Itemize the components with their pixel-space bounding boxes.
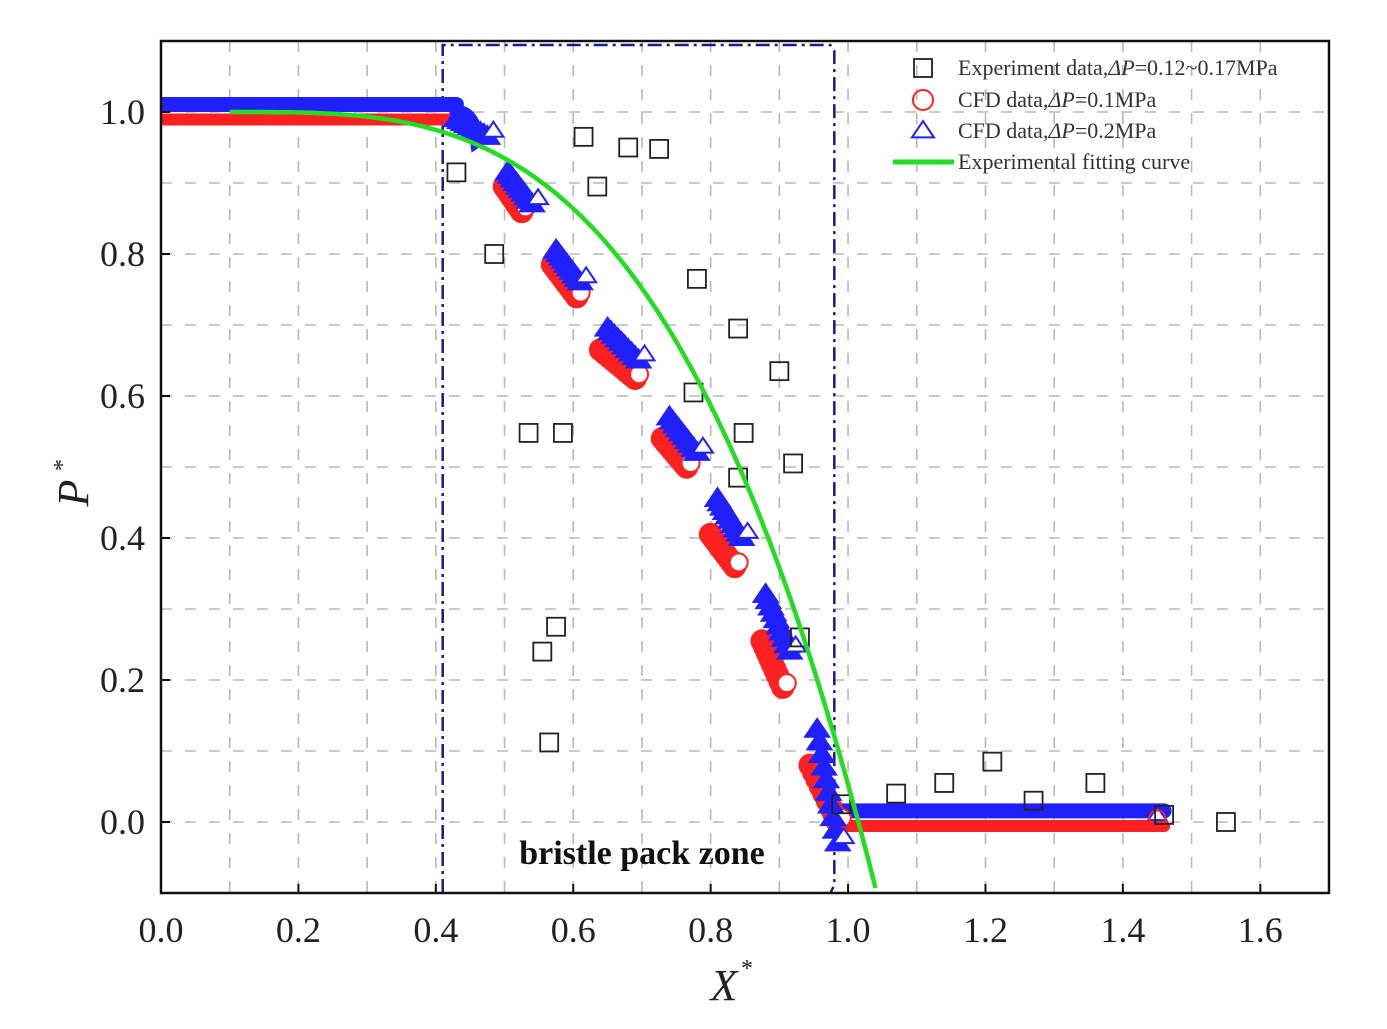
legend-label-symbol: ΔP <box>1107 55 1134 80</box>
y-tick-label: 1.0 <box>100 92 145 132</box>
bristle-pack-zone <box>441 43 836 894</box>
legend-label-prefix: Experimental fitting curve <box>958 149 1190 174</box>
y-tick-label: 0.6 <box>100 376 145 416</box>
cfd-01-point <box>1148 809 1167 828</box>
experiment-point <box>553 423 573 443</box>
cfd-02-point <box>691 436 715 454</box>
experiment-point <box>518 423 539 443</box>
legend-label-cfd_02: CFD data,ΔP=0.2MPa <box>958 118 1157 143</box>
experiment-point <box>934 773 955 793</box>
experiment-point <box>1154 805 1175 825</box>
y-tick-label: 0.0 <box>100 802 145 842</box>
experiment-point <box>573 126 594 147</box>
zone-label: bristle pack zone <box>519 835 765 872</box>
axis-ticks: 0.0 0.2 0.4 0.6 0.8 1.0 1.2 1.4 1.6 0.0 0.2 0.4 0.6 0… <box>100 92 1283 950</box>
plot-marks <box>161 96 1236 889</box>
x-tick-label: 1.4 <box>1100 910 1145 950</box>
legend-marker-cfd-01 <box>912 89 934 111</box>
experiment-point <box>1216 812 1236 832</box>
experiment-point <box>831 794 852 815</box>
legend-label-fit: Experimental fitting curve <box>958 149 1190 174</box>
experiment-point <box>618 137 639 158</box>
cfd-02-point <box>526 187 550 206</box>
legend-label-symbol: ΔP <box>1047 118 1074 143</box>
cfd-02-point <box>481 120 506 138</box>
svg-text:P: P <box>49 480 98 508</box>
legend-marker-cfd-02 <box>910 119 936 139</box>
y-tick-label: 0.2 <box>100 660 145 700</box>
x-tick-label: 0.2 <box>276 910 321 950</box>
experiment-point <box>769 361 790 382</box>
legend-marker-experiment <box>913 58 933 78</box>
cfd-02-point <box>735 521 760 539</box>
fit-curve <box>229 109 878 889</box>
cfd-02-point <box>574 265 598 284</box>
x-axis-title: X * <box>709 956 753 1010</box>
experiment-point <box>446 162 467 183</box>
experiment-point <box>783 453 803 474</box>
experiment-point <box>587 176 608 197</box>
cfd-01-point <box>728 552 749 573</box>
y-axis-title-text: P <box>49 480 98 508</box>
x-tick-label: 1.2 <box>963 910 1008 950</box>
x-tick-label: 1.6 <box>1238 910 1283 950</box>
x-tick-label: 0.0 <box>139 910 184 950</box>
legend-label-symbol: ΔP <box>1047 87 1074 112</box>
cfd-02-point <box>831 826 856 845</box>
x-tick-label: 1.0 <box>826 910 871 950</box>
experiment-point <box>1023 790 1044 811</box>
x-tick-label: 0.6 <box>551 910 596 950</box>
experiment-point <box>982 751 1003 772</box>
experiment-point <box>728 318 749 339</box>
cfd-02-point <box>1146 805 1169 822</box>
legend-label-suffix: =0.12~0.17MPa <box>1135 55 1278 80</box>
experiment-point <box>886 783 907 804</box>
legend-label-experiment: Experiment data,ΔP=0.12~0.17MPa <box>958 55 1278 80</box>
experiment-point <box>1085 773 1106 793</box>
experiment-point <box>733 423 754 443</box>
experiment-point <box>546 616 566 637</box>
y-tick-label: 0.8 <box>100 234 145 274</box>
experiment-point <box>687 268 707 289</box>
y-axis-title: P * <box>49 459 98 507</box>
x-axis-title-text: X <box>709 961 740 1010</box>
y-tick-label: 0.4 <box>100 518 145 558</box>
x-tick-label: 0.4 <box>413 910 458 950</box>
x-axis-title-sup: * <box>741 956 753 982</box>
legend-label-suffix: =0.1MPa <box>1075 87 1157 112</box>
legend-label-prefix: Experiment data, <box>958 55 1108 80</box>
legend-label-suffix: =0.2MPa <box>1075 118 1157 143</box>
plot-frame <box>159 39 1331 895</box>
zone-border <box>441 43 836 894</box>
experiment-point <box>539 732 560 753</box>
legend-label-cfd_01: CFD data,ΔP=0.1MPa <box>958 87 1157 112</box>
y-axis-title-sup: * <box>50 459 76 471</box>
x-tick-label: 0.8 <box>688 910 733 950</box>
legend-label-prefix: CFD data, <box>958 87 1048 112</box>
cfd-01-point <box>776 673 797 694</box>
experiment-point <box>532 641 553 662</box>
legend-label-prefix: CFD data, <box>958 118 1048 143</box>
cfd-02-point <box>632 343 657 362</box>
experiment-point <box>649 139 670 159</box>
experiment-point <box>484 244 505 264</box>
